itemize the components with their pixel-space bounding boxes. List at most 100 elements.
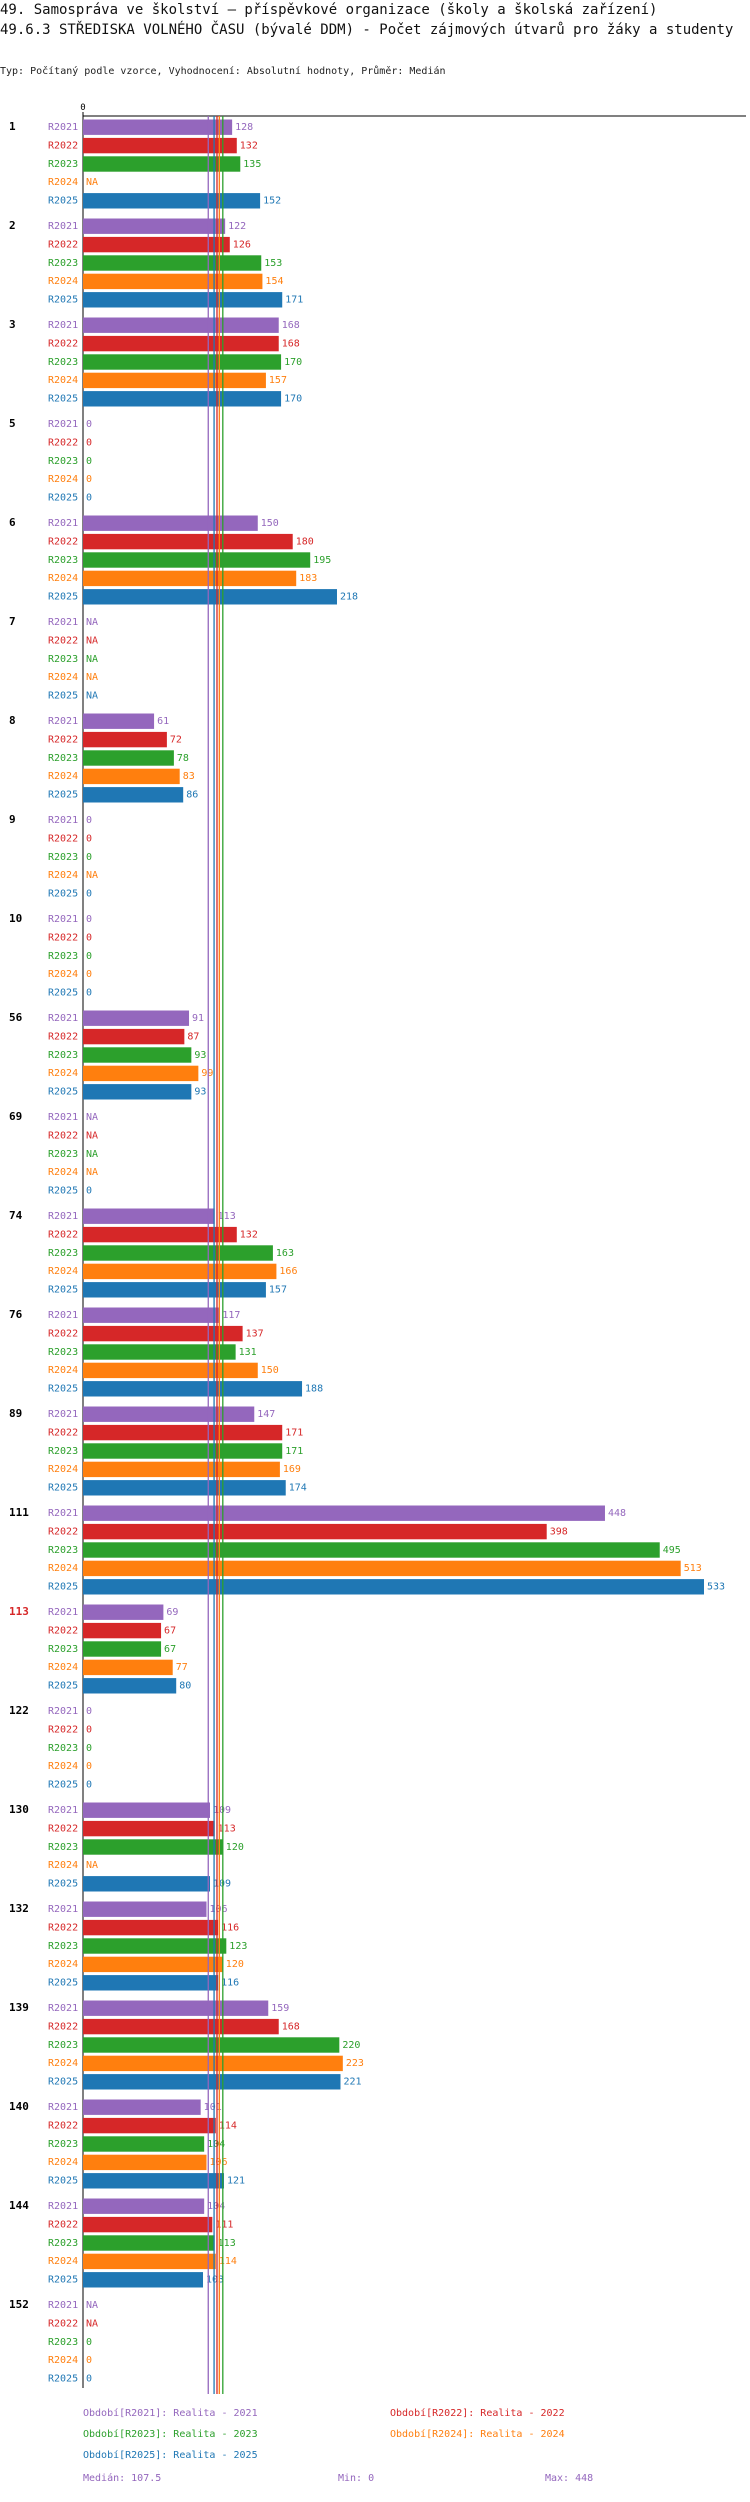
value-label: 171: [285, 1427, 303, 1438]
series-label: R2022: [48, 2021, 78, 2032]
bar: [83, 391, 282, 407]
series-label: R2021: [48, 1013, 78, 1024]
bar: [83, 1424, 283, 1441]
series-label: R2022: [48, 2318, 78, 2329]
value-label: 99: [201, 1068, 213, 1079]
series-label: R2022: [48, 635, 78, 646]
value-label: 171: [285, 295, 303, 306]
bar: [83, 1344, 236, 1360]
series-label: R2023: [48, 654, 78, 665]
value-label: 113: [218, 2238, 236, 2249]
value-label: 0: [86, 2374, 92, 2385]
series-label: R2025: [48, 1978, 78, 1989]
value-label: 109: [213, 1805, 231, 1816]
series-label: R2021: [48, 419, 78, 430]
value-label: 0: [86, 1724, 92, 1735]
series-label: R2024: [48, 276, 78, 287]
value-label: NA: [86, 635, 98, 646]
series-label: R2022: [48, 833, 78, 844]
bar: [83, 2117, 216, 2134]
legend-entry: Období[R2022]: Realita - 2022: [390, 2407, 565, 2419]
value-label: NA: [86, 617, 98, 628]
series-label: R2024: [48, 1464, 78, 1475]
category-label: 10: [9, 912, 22, 925]
chart-subtitle: Typ: Počítaný podle vzorce, Vyhodnocení:…: [0, 66, 446, 77]
bar: [83, 255, 262, 271]
series-label: R2025: [48, 1087, 78, 1098]
bar: [83, 1542, 660, 1558]
series-label: R2022: [48, 1922, 78, 1933]
category-label: 140: [9, 2100, 29, 2113]
bar: [83, 1678, 177, 1694]
value-label: 91: [192, 1013, 204, 1024]
series-label: R2025: [48, 1879, 78, 1890]
bar: [83, 1362, 258, 1379]
series-label: R2023: [48, 456, 78, 467]
value-label: NA: [86, 691, 98, 702]
value-label: 0: [86, 474, 92, 485]
series-label: R2022: [48, 1625, 78, 1636]
category-label: 122: [9, 1704, 29, 1717]
series-label: R2025: [48, 2176, 78, 2187]
series-label: R2022: [48, 239, 78, 250]
value-label: 166: [279, 1266, 297, 1277]
bar: [83, 2253, 216, 2270]
value-label: NA: [86, 672, 98, 683]
bar: [83, 731, 167, 748]
bar: [83, 236, 230, 253]
value-label: 93: [194, 1087, 206, 1098]
bar: [83, 1802, 210, 1818]
value-label: 114: [219, 2256, 237, 2267]
series-label: R2023: [48, 1941, 78, 1952]
series-label: R2021: [48, 815, 78, 826]
category-label: 139: [9, 2001, 29, 2014]
value-label: 0: [86, 852, 92, 863]
bar: [83, 1505, 605, 1521]
category-label: 3: [9, 318, 16, 331]
value-label: 169: [283, 1464, 301, 1475]
value-label: NA: [86, 2300, 98, 2311]
category-label: 7: [9, 615, 16, 628]
bar: [83, 2235, 215, 2251]
chart-title-line1: 49. Samospráva ve školství – příspěvkové…: [0, 2, 658, 18]
category-label: 152: [9, 2298, 29, 2311]
value-label: 122: [228, 221, 246, 232]
value-label: 168: [282, 2021, 300, 2032]
value-label: 220: [342, 2040, 360, 2051]
series-label: R2025: [48, 1582, 78, 1593]
series-label: R2023: [48, 753, 78, 764]
value-label: NA: [86, 1167, 98, 1178]
bar: [83, 1263, 277, 1280]
series-label: R2023: [48, 1248, 78, 1259]
value-label: 223: [346, 2058, 364, 2069]
series-label: R2023: [48, 1347, 78, 1358]
series-label: R2023: [48, 1545, 78, 1556]
series-label: R2023: [48, 2040, 78, 2051]
series-label: R2021: [48, 2003, 78, 2014]
value-label: NA: [86, 177, 98, 188]
bar: [83, 1381, 303, 1397]
series-label: R2022: [48, 1229, 78, 1240]
value-label: 0: [86, 988, 92, 999]
category-label: 144: [9, 2199, 29, 2212]
bar: [83, 1659, 173, 1676]
value-label: 0: [86, 914, 92, 925]
bar: [83, 1975, 219, 1991]
bar: [83, 750, 174, 766]
series-label: R2021: [48, 1508, 78, 1519]
series-label: R2024: [48, 2058, 78, 2069]
series-label: R2025: [48, 1681, 78, 1692]
bar: [83, 1901, 207, 1917]
value-label: 77: [176, 1662, 188, 1673]
series-label: R2021: [48, 2201, 78, 2212]
series-label: R2024: [48, 1662, 78, 1673]
value-label: 120: [226, 1959, 244, 1970]
series-label: R2023: [48, 258, 78, 269]
x-tick-label: 0: [80, 103, 85, 113]
value-label: 106: [210, 2157, 228, 2168]
series-label: R2023: [48, 357, 78, 368]
bar: [83, 1047, 192, 1063]
series-label: R2024: [48, 1563, 78, 1574]
series-label: R2023: [48, 852, 78, 863]
